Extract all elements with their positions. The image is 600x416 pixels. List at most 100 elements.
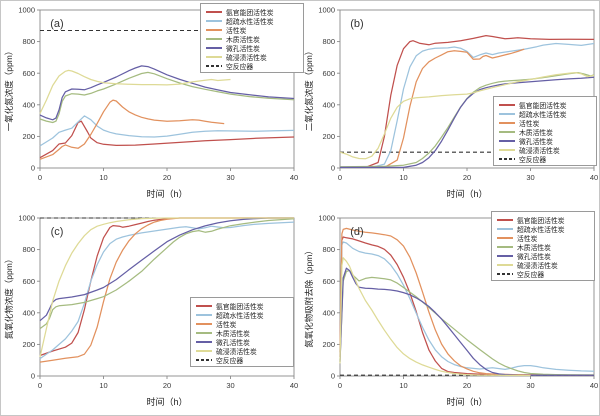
legend-d: 氨官能团活性炭 超疏水性活性炭 活性炭 木质活性炭 微孔活性炭 硫浸渍活性炭 空反应器	[491, 211, 595, 281]
legend-label-sulfur: 硫浸渍活性炭	[216, 348, 257, 356]
series-sulfur	[339, 257, 531, 377]
legend-item-empty: 空反应器	[499, 154, 591, 163]
panel-letter-c: (c)	[51, 226, 64, 238]
series-wood	[339, 269, 595, 376]
legend-item-superhydrophobic: 超疏水性活性炭	[497, 224, 589, 233]
y-tick-label: 1000	[18, 6, 35, 15]
y-tick-label: 1000	[18, 214, 35, 223]
y-tick-label: 400	[322, 100, 335, 109]
series-amine	[340, 34, 595, 169]
x-tick-label: 10	[99, 381, 107, 390]
x-tick-label: 0	[38, 381, 42, 390]
y-tick-label: 200	[22, 340, 35, 349]
series-micro	[339, 267, 594, 376]
legend-label-sulfur: 硫浸渍活性炭	[517, 262, 558, 270]
legend-label-superhydrophobic: 超疏水性活性炭	[226, 18, 274, 26]
series-superhydrophobic	[39, 115, 295, 147]
plot-d-canvas: 40 30 20 10 0 1000 800 600 400 200 0 (d) 时间（h） 氮氧化物吸…	[304, 214, 598, 407]
legend-item-wood: 木质活性炭	[497, 242, 589, 251]
x-tick-label: 40	[590, 381, 598, 390]
legend-item-activated: 活性炭	[499, 118, 591, 127]
y-tick-label: 800	[22, 245, 35, 254]
x-tick-label: 40	[290, 173, 298, 182]
x-tick-label: 10	[399, 381, 407, 390]
legend-label-empty: 空反应器	[216, 357, 244, 365]
series-sulfur	[339, 71, 595, 160]
plot-frame	[339, 9, 595, 169]
legend-swatch-superhydrophobic	[499, 112, 515, 115]
legend-swatch-empty	[499, 157, 515, 160]
legend-b: 氨官能团活性炭 超疏水性活性炭 活性炭 木质活性炭 微孔活性炭 硫浸渍活性炭 空反应器	[493, 96, 597, 166]
legend-swatch-wood	[196, 331, 212, 334]
legend-c: 氨官能团活性炭 超疏水性活性炭 活性炭 木质活性炭 微孔活性炭 硫浸渍活性炭 空反应器	[190, 297, 294, 367]
y-tick-label: 600	[322, 277, 335, 286]
y-tick-label: 800	[322, 37, 335, 46]
legend-item-micro: 微孔活性炭	[206, 43, 298, 52]
plot-c-canvas: 40 30 20 10 0 1000 800 600 400 200 0 (c) 时间（h） 氮氧化物浓…	[4, 214, 298, 407]
legend-swatch-activated	[497, 236, 513, 239]
legend-label-empty: 空反应器	[517, 271, 545, 279]
series-wood	[39, 218, 295, 330]
legend-item-micro: 微孔活性炭	[497, 251, 589, 260]
x-tick-label: 30	[226, 173, 234, 182]
y-tick-label: 0	[31, 164, 35, 173]
panel-letter-a: (a)	[50, 18, 63, 30]
series-amine	[39, 217, 294, 357]
y-tick-label: 400	[22, 100, 35, 109]
legend-label-wood: 木质活性炭	[226, 36, 260, 44]
series-activated	[340, 48, 525, 169]
legend-label-superhydrophobic: 超疏水性活性炭	[517, 226, 565, 234]
y-tick-label: 0	[331, 164, 335, 173]
legend-swatch-wood	[497, 245, 513, 248]
legend-item-superhydrophobic: 超疏水性活性炭	[499, 109, 591, 118]
plot-b-canvas: 40 30 20 10 0 1000 800 600 400 200 0 (b) 时间（h） 二氧化氮浓…	[304, 6, 598, 199]
panel-d: 40 30 20 10 0 1000 800 600 400 200 0 (d) 时间（h） 氮氧化物吸…	[300, 208, 600, 416]
legend-label-activated: 活性炭	[517, 235, 538, 243]
legend-swatch-sulfur	[497, 263, 513, 266]
legend-item-amine: 氨官能团活性炭	[206, 7, 298, 16]
legend-item-wood: 木质活性炭	[206, 34, 298, 43]
legend-label-amine: 氨官能团活性炭	[226, 9, 274, 17]
legend-item-wood: 木质活性炭	[196, 328, 288, 337]
legend-item-wood: 木质活性炭	[499, 127, 591, 136]
legend-label-wood: 木质活性炭	[517, 244, 551, 252]
x-tick-label: 30	[226, 381, 234, 390]
legend-label-activated: 活性炭	[519, 120, 540, 128]
series-superhydrophobic	[39, 221, 295, 360]
legend-label-wood: 木质活性炭	[519, 129, 553, 137]
y-axis-title-c: 氮氧化物浓度（ppm）	[4, 255, 14, 340]
legend-label-activated: 活性炭	[226, 27, 247, 35]
y-axis-title-b: 二氧化氮浓度（ppm）	[304, 47, 314, 132]
legend-swatch-empty	[497, 272, 513, 275]
series-micro	[39, 217, 294, 322]
legend-label-sulfur: 硫浸渍活性炭	[519, 147, 560, 155]
legend-label-sulfur: 硫浸渍活性炭	[226, 54, 267, 62]
series-sulfur	[39, 217, 294, 358]
series-wood	[339, 71, 595, 168]
legend-item-activated: 活性炭	[497, 233, 589, 242]
legend-item-empty: 空反应器	[196, 355, 288, 364]
x-tick-label: 0	[338, 173, 342, 182]
legend-label-micro: 微孔活性炭	[216, 339, 250, 347]
legend-swatch-superhydrophobic	[206, 19, 222, 22]
legend-swatch-sulfur	[206, 55, 222, 58]
legend-swatch-empty	[196, 358, 212, 361]
y-tick-label: 200	[322, 132, 335, 141]
y-tick-label: 600	[22, 69, 35, 78]
x-tick-label: 10	[99, 173, 107, 182]
y-tick-label: 400	[322, 308, 335, 317]
legend-swatch-amine	[196, 304, 212, 307]
series-superhydrophobic	[339, 241, 595, 372]
y-tick-label: 1000	[318, 6, 335, 15]
legend-swatch-activated	[499, 121, 515, 124]
series-sulfur	[39, 69, 231, 114]
x-tick-label: 20	[463, 173, 471, 182]
legend-label-micro: 微孔活性炭	[517, 253, 551, 261]
x-axis-title-d: 时间（h）	[446, 396, 487, 407]
series-activated	[39, 99, 225, 160]
legend-swatch-micro	[497, 254, 513, 257]
y-tick-label: 600	[322, 69, 335, 78]
y-tick-label: 800	[322, 245, 335, 254]
